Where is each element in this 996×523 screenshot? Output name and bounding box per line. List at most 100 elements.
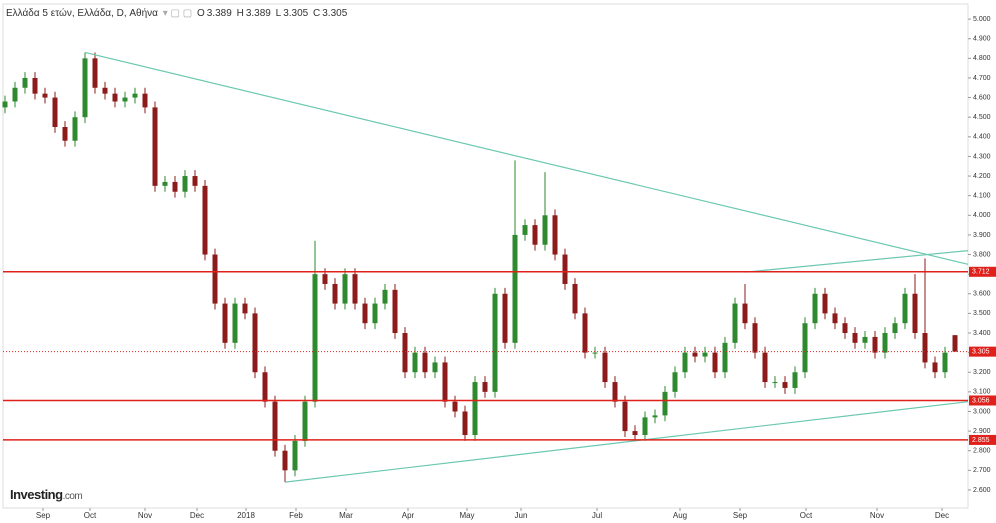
brand: Investing: [10, 487, 63, 502]
candle-body: [162, 181, 168, 186]
level-label-box: [969, 346, 996, 357]
candle-body: [42, 93, 48, 98]
y-tick-label: 3.800: [973, 251, 991, 258]
candle-body: [132, 93, 138, 98]
y-tick-label: 4.700: [973, 75, 991, 82]
candle-body: [652, 415, 658, 418]
level-label-box: [969, 266, 996, 277]
y-tick-label: 3.100: [973, 389, 991, 396]
candle-body: [182, 176, 188, 192]
y-tick-label: 4.800: [973, 55, 991, 62]
y-tick-label: 3.200: [973, 369, 991, 376]
candle-body: [502, 293, 508, 343]
candle-body: [352, 274, 358, 304]
brand-suffix: .com: [62, 491, 83, 502]
candle-body: [712, 352, 718, 373]
candle-body: [432, 362, 438, 373]
candle-body: [632, 431, 638, 436]
level-label: 3.712: [972, 269, 990, 276]
candle-body: [742, 303, 748, 324]
x-tick-label: Dec: [935, 511, 949, 520]
candle-body: [542, 215, 548, 245]
ohlc-close: 3.305: [322, 8, 348, 19]
candle-body: [562, 254, 568, 284]
header-icons[interactable]: ▾ ▢ ▢: [162, 8, 193, 19]
candle-body: [382, 289, 388, 304]
candle-body: [782, 382, 788, 388]
level-label: 3.305: [972, 348, 990, 355]
trendline: [744, 250, 969, 273]
candle-body: [662, 391, 668, 416]
ohlc-open: 3.389: [206, 8, 232, 19]
x-tick-label: Aug: [673, 511, 687, 520]
candle-body: [2, 101, 8, 108]
candle-body: [602, 352, 608, 383]
candle-body: [532, 225, 538, 245]
plot-frame: [2, 3, 969, 509]
candle-body: [692, 352, 698, 357]
candle-body: [372, 303, 378, 324]
x-tick-label: Jun: [515, 511, 528, 520]
candle-body: [722, 342, 728, 373]
y-tick-label: 4.300: [973, 153, 991, 160]
candle-body: [902, 293, 908, 324]
candle-body: [942, 352, 948, 373]
y-tick-label: 4.400: [973, 134, 991, 141]
candle-body: [732, 303, 738, 343]
candle-body: [682, 352, 688, 373]
candle-body: [882, 333, 888, 353]
y-tick-label: 2.900: [973, 428, 991, 435]
candle-body: [672, 372, 678, 392]
candle-body: [202, 185, 208, 255]
candle-body: [772, 382, 778, 384]
candle-body: [102, 87, 108, 94]
candle-body: [282, 450, 288, 471]
y-tick-label: 4.500: [973, 114, 991, 121]
candle-body: [922, 333, 928, 363]
ohlc-high-prefix: H: [236, 8, 244, 19]
candle-body: [892, 323, 898, 334]
candle-body: [172, 181, 178, 192]
candle-body: [142, 93, 148, 108]
x-tick-label: Apr: [402, 511, 415, 520]
x-tick-label: Oct: [84, 511, 97, 520]
candle-body: [62, 127, 68, 141]
y-tick-label: 3.500: [973, 310, 991, 317]
candle-body: [82, 58, 88, 118]
candle-body: [752, 323, 758, 353]
candle-body: [412, 352, 418, 373]
candle-body: [802, 323, 808, 373]
ohlc-open-prefix: O: [197, 8, 205, 19]
x-tick-label: Oct: [800, 511, 813, 520]
candle-body: [912, 293, 918, 334]
candle-body: [862, 336, 868, 343]
candle-body: [552, 215, 558, 255]
candle-body: [292, 440, 298, 471]
candle-body: [482, 382, 488, 392]
x-tick-label: Jul: [592, 511, 602, 520]
y-tick-label: 4.100: [973, 193, 991, 200]
candle-body: [492, 293, 498, 392]
y-tick-label: 5.000: [973, 16, 991, 23]
candle-body: [462, 411, 468, 436]
candle-body: [522, 225, 528, 235]
candle-body: [792, 372, 798, 388]
candle-body: [52, 97, 58, 128]
candle-body: [512, 234, 518, 343]
candle-body: [302, 401, 308, 441]
candle-body: [622, 401, 628, 432]
candle-body: [192, 176, 198, 186]
y-tick-label: 4.600: [973, 94, 991, 101]
candle-body: [92, 58, 98, 88]
brand-logo: Investing.com: [10, 487, 83, 502]
candle-body: [822, 293, 828, 314]
candle-body: [152, 107, 158, 186]
x-tick-label: Feb: [289, 511, 303, 520]
candle-body: [582, 313, 588, 353]
y-tick-label: 3.900: [973, 232, 991, 239]
candle-body: [612, 382, 618, 402]
candle-body: [122, 97, 128, 102]
candle-body: [842, 323, 848, 334]
candle-body: [262, 372, 268, 402]
